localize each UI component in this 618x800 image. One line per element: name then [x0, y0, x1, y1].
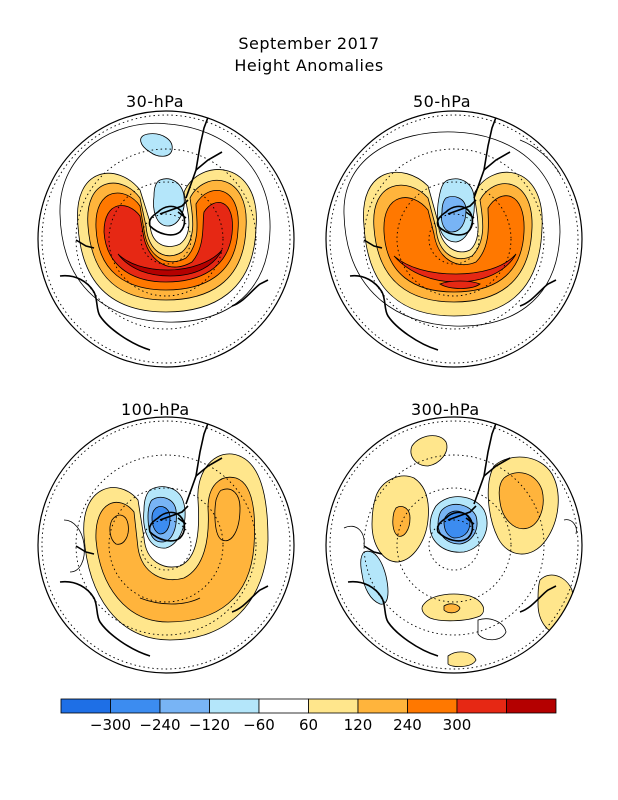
anomaly-shading: [343, 131, 561, 327]
panel-label-300hpa: 300-hPa: [411, 400, 480, 419]
map-panel-50hpa: [325, 110, 583, 368]
colorbar-tick-label: −300: [90, 716, 131, 734]
map-boundary: [37, 110, 295, 368]
map-panel-100hpa: [37, 416, 295, 674]
figure-title-line2: Height Anomalies: [234, 56, 384, 75]
colorbar-swatch: [60, 698, 111, 714]
colorbar-swatch: [456, 698, 507, 714]
coastlines: [59, 417, 269, 657]
colorbar-tick-label: 300: [443, 716, 472, 734]
colorbar-tick-label: 120: [344, 716, 373, 734]
coastlines: [349, 111, 557, 351]
map-panel-30hpa: [37, 110, 295, 368]
lat-lon-grid: [41, 114, 291, 364]
colorbar-swatch: [258, 698, 309, 714]
map-boundary: [325, 110, 583, 368]
colorbar-swatch: [506, 698, 557, 714]
colorbar-swatch: [357, 698, 408, 714]
figure-title-line1: September 2017: [238, 34, 380, 53]
colorbar-swatch: [407, 698, 458, 714]
coastlines: [347, 417, 557, 657]
lat-lon-grid: [329, 420, 579, 670]
colorbar-swatch: [209, 698, 260, 714]
coastlines: [59, 111, 269, 351]
colorbar-tick-label: −240: [139, 716, 180, 734]
map-panel-300hpa: [325, 416, 583, 674]
panel-label-50hpa: 50-hPa: [413, 92, 472, 111]
colorbar-tick-label: −60: [243, 716, 275, 734]
colorbar-tick-label: 60: [299, 716, 318, 734]
colorbar-tick-label: 240: [393, 716, 422, 734]
colorbar-tick-label: −120: [189, 716, 230, 734]
colorbar-swatch: [159, 698, 210, 714]
lat-lon-grid: [329, 114, 579, 364]
colorbar-swatch: [308, 698, 359, 714]
colorbar-swatch: [110, 698, 161, 714]
map-boundary: [37, 416, 295, 674]
lat-lon-grid: [41, 420, 291, 670]
panel-label-30hpa: 30-hPa: [126, 92, 185, 111]
anomaly-shading: [343, 435, 577, 668]
anomaly-shading: [59, 122, 271, 323]
panel-label-100hpa: 100-hPa: [121, 400, 190, 419]
map-boundary: [325, 416, 583, 674]
